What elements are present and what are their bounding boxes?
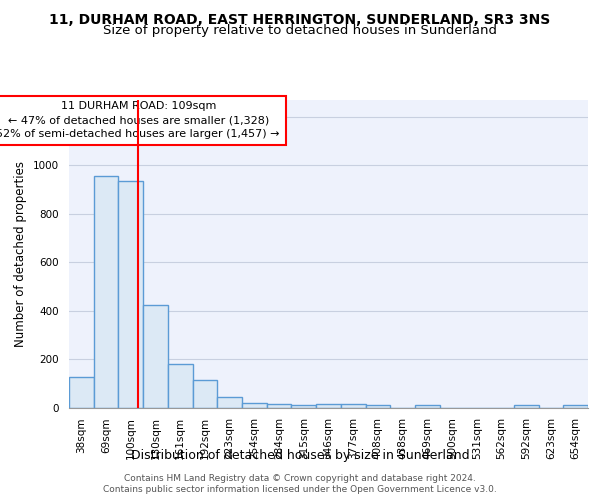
Bar — [415, 405, 440, 407]
Y-axis label: Number of detached properties: Number of detached properties — [14, 161, 28, 347]
Bar — [514, 405, 539, 407]
Bar — [365, 405, 390, 407]
Bar — [242, 403, 267, 407]
Bar — [217, 398, 242, 407]
Bar — [316, 404, 341, 407]
Bar — [94, 176, 118, 408]
Text: 11, DURHAM ROAD, EAST HERRINGTON, SUNDERLAND, SR3 3NS: 11, DURHAM ROAD, EAST HERRINGTON, SUNDER… — [49, 12, 551, 26]
Bar — [143, 304, 168, 408]
Bar — [267, 404, 292, 407]
Bar — [292, 405, 316, 407]
Bar — [69, 377, 94, 408]
Text: Contains HM Land Registry data © Crown copyright and database right 2024.
Contai: Contains HM Land Registry data © Crown c… — [103, 474, 497, 494]
Bar — [563, 405, 588, 407]
Text: Size of property relative to detached houses in Sunderland: Size of property relative to detached ho… — [103, 24, 497, 37]
Bar — [341, 404, 365, 407]
Bar — [168, 364, 193, 408]
Text: 11 DURHAM ROAD: 109sqm
← 47% of detached houses are smaller (1,328)
52% of semi-: 11 DURHAM ROAD: 109sqm ← 47% of detached… — [0, 101, 280, 139]
Text: Distribution of detached houses by size in Sunderland: Distribution of detached houses by size … — [131, 448, 469, 462]
Bar — [118, 181, 143, 408]
Bar — [193, 380, 217, 407]
